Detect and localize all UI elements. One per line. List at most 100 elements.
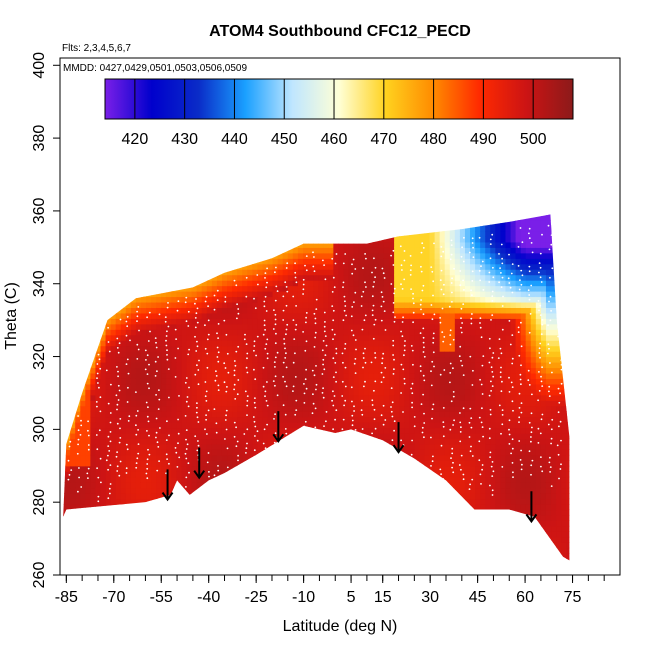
heatmap-cell: [419, 258, 426, 265]
heatmap-cell: [135, 301, 142, 308]
heatmap-cell: [308, 323, 314, 330]
heatmap-cell: [151, 487, 157, 494]
heatmap-cell: [216, 372, 223, 379]
heatmap-cell: [252, 351, 259, 358]
heatmap-cell: [328, 252, 334, 259]
heatmap-cell: [156, 258, 162, 265]
heatmap-cell: [409, 372, 415, 379]
heatmap-cell: [120, 454, 127, 461]
heatmap-cell: [75, 225, 81, 232]
heatmap-cell: [75, 438, 81, 445]
heatmap-cell: [363, 329, 370, 336]
heatmap-cell: [237, 493, 243, 500]
heatmap-cell: [171, 351, 178, 358]
heatmap-cell: [146, 269, 152, 276]
heatmap-cell: [242, 263, 248, 270]
heatmap-cell: [156, 487, 162, 494]
heatmap-cell: [100, 476, 107, 483]
heatmap-cell: [389, 367, 395, 374]
heatmap-cell: [146, 536, 152, 543]
heatmap-cell: [110, 427, 117, 434]
heatmap-cell: [252, 307, 259, 314]
heatmap-cell: [404, 351, 410, 358]
heatmap-cell: [130, 345, 137, 352]
heatmap-cell: [424, 394, 431, 401]
heatmap-cell: [308, 318, 314, 325]
heatmap-cell: [90, 318, 97, 325]
heatmap-cell: [333, 460, 340, 467]
heatmap-cell: [90, 411, 97, 418]
heatmap-cell: [313, 504, 319, 511]
heatmap-cell: [206, 493, 213, 500]
heatmap-cell: [292, 416, 299, 423]
heatmap-cell: [171, 312, 178, 319]
heatmap-cell: [115, 252, 122, 259]
heatmap-cell: [373, 247, 380, 254]
heatmap-cell: [348, 329, 355, 336]
heatmap-cell: [257, 427, 264, 434]
heatmap-cell: [282, 531, 289, 538]
heatmap-cell: [221, 252, 228, 259]
heatmap-cell: [171, 422, 178, 429]
heatmap-cell: [257, 531, 264, 538]
heatmap-cell: [171, 225, 178, 232]
heatmap-cell: [110, 252, 117, 259]
heatmap-cell: [125, 405, 132, 412]
heatmap-cell: [125, 558, 132, 561]
heatmap-cell: [146, 504, 152, 511]
heatmap-cell: [176, 525, 183, 532]
heatmap-cell: [302, 269, 309, 276]
heatmap-cell: [232, 296, 238, 303]
heatmap-cell: [308, 564, 314, 570]
heatmap-cell: [216, 351, 223, 358]
heatmap-cell: [318, 558, 324, 561]
heatmap-cell: [237, 367, 243, 374]
heatmap-cell: [216, 405, 223, 412]
heatmap-cell: [282, 351, 289, 358]
heatmap-cell: [85, 263, 91, 270]
heatmap-cell: [399, 422, 405, 429]
heatmap-cell: [216, 274, 223, 281]
heatmap-cell: [95, 301, 102, 308]
heatmap-cell: [394, 285, 400, 292]
heatmap-cell: [338, 389, 345, 396]
heatmap-cell: [262, 389, 269, 396]
heatmap-cell: [282, 465, 289, 472]
heatmap-cell: [65, 422, 71, 429]
heatmap-cell: [237, 323, 243, 330]
heatmap-cell: [176, 351, 183, 358]
heatmap-cell: [404, 214, 410, 221]
heatmap-cell: [287, 427, 294, 434]
heatmap-cell: [373, 443, 380, 450]
heatmap-cell: [282, 252, 289, 259]
heatmap-cell: [75, 241, 81, 248]
heatmap-cell: [293, 204, 299, 210]
heatmap-cell: [146, 564, 152, 570]
heatmap-cell: [63, 542, 66, 549]
heatmap-cell: [186, 416, 193, 423]
heatmap-cell: [171, 411, 178, 418]
heatmap-cell: [191, 449, 198, 456]
heatmap-cell: [151, 291, 157, 298]
heatmap-cell: [297, 449, 304, 456]
heatmap-cell: [181, 476, 188, 483]
heatmap-cell: [221, 340, 228, 347]
heatmap-cell: [373, 514, 380, 521]
heatmap-cell: [323, 318, 329, 325]
heatmap-cell: [282, 487, 289, 494]
heatmap-cell: [252, 214, 259, 216]
heatmap-cell: [343, 547, 350, 554]
heatmap-cell: [171, 449, 178, 456]
heatmap-cell: [338, 520, 345, 527]
heatmap-cell: [353, 405, 360, 412]
heatmap-cell: [100, 230, 107, 237]
heatmap-cell: [287, 460, 294, 467]
heatmap-cell: [70, 252, 76, 259]
heatmap-cell: [287, 400, 294, 407]
heatmap-cell: [166, 547, 172, 554]
heatmap-cell: [363, 230, 370, 237]
heatmap-cell: [287, 487, 294, 494]
heatmap-cell: [414, 509, 421, 516]
heatmap-cell: [399, 214, 405, 216]
heatmap-cell: [404, 241, 410, 248]
